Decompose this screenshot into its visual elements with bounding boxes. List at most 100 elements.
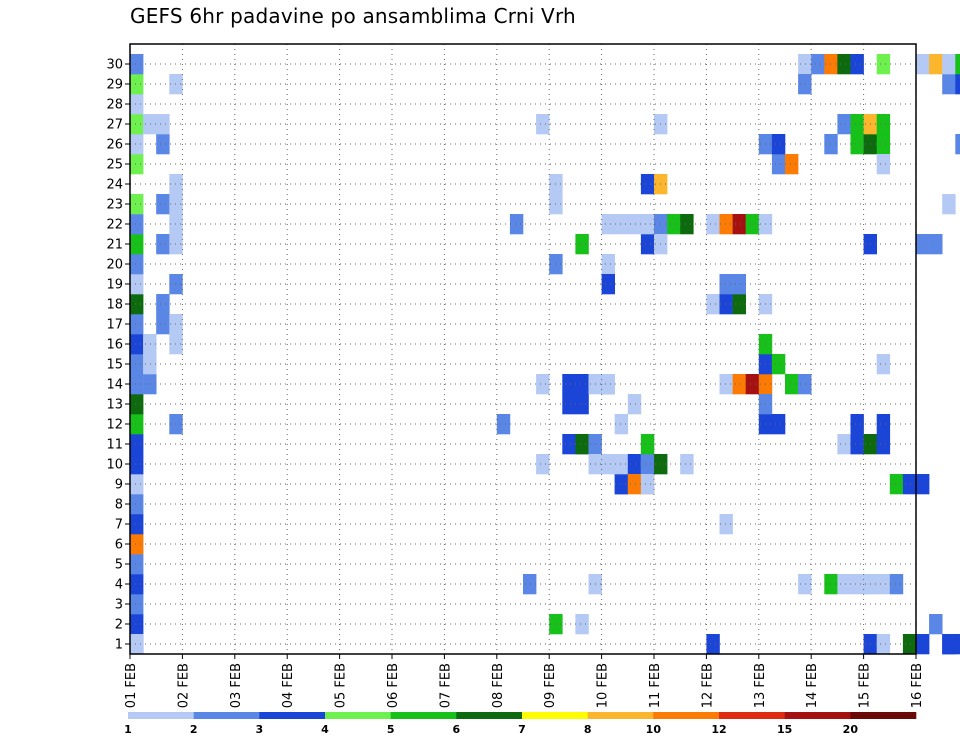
heatmap-cell <box>130 114 144 135</box>
heatmap-cell <box>130 274 144 295</box>
heatmap-cell <box>130 74 144 95</box>
heatmap-cell <box>130 534 144 555</box>
heatmap-cell <box>876 414 891 435</box>
x-tick-label: 08 FEB <box>491 663 506 708</box>
heatmap-cell <box>156 194 170 215</box>
heatmap-cell <box>130 314 144 335</box>
heatmap-cell <box>130 214 144 235</box>
heatmap-cell <box>143 114 157 135</box>
legend-color-swatch <box>719 712 785 719</box>
heatmap-cell <box>143 354 157 375</box>
heatmap-cell <box>955 74 960 95</box>
heatmap-cell <box>130 574 144 595</box>
y-tick-label: 14 <box>106 378 123 393</box>
heatmap-cell <box>627 394 642 415</box>
legend-label: 7 <box>518 723 526 736</box>
heatmap-cell <box>850 54 864 75</box>
legend-label: 4 <box>321 723 329 736</box>
x-tick-label: 13 FEB <box>753 663 768 708</box>
chart-title: GEFS 6hr padavine po ansamblima Crni Vrh <box>130 4 576 28</box>
y-tick-label: 5 <box>115 558 123 573</box>
heatmap-cell <box>732 374 746 395</box>
heatmap-cell <box>130 294 144 315</box>
legend-color-swatch <box>784 712 851 719</box>
legend-label: 2 <box>190 723 198 736</box>
heatmap-cell <box>667 214 681 235</box>
y-tick-label: 8 <box>115 498 123 513</box>
heatmap-cell <box>732 294 746 315</box>
heatmap-cell <box>955 634 960 655</box>
legend-color-swatch <box>522 712 588 719</box>
legend-color-swatch <box>390 712 457 719</box>
heatmap-cell <box>130 494 144 515</box>
heatmap-cell <box>130 414 144 435</box>
heatmap-cell <box>562 374 576 395</box>
legend-color-swatch <box>128 712 194 719</box>
heatmap-cell <box>876 574 891 595</box>
heatmap-cell <box>143 334 157 355</box>
heatmap-cell <box>902 634 917 655</box>
legend-label: 8 <box>584 723 592 736</box>
y-tick-label: 12 <box>106 418 123 433</box>
heatmap-cell <box>876 134 891 155</box>
y-tick-label: 15 <box>106 358 123 373</box>
legend-color-swatch <box>193 712 260 719</box>
x-tick-label: 10 FEB <box>596 663 611 708</box>
y-tick-label: 1 <box>115 638 123 653</box>
y-tick-label: 11 <box>106 438 123 453</box>
heatmap-cell <box>955 134 960 155</box>
heatmap-cell <box>601 374 615 395</box>
heatmap-cell <box>130 514 144 535</box>
heatmap-cell <box>601 254 615 275</box>
heatmap-cell <box>640 234 655 255</box>
heatmap-cell <box>798 54 812 75</box>
x-tick-label: 05 FEB <box>334 663 349 708</box>
heatmap-cell <box>130 234 144 255</box>
y-tick-label: 24 <box>106 178 123 193</box>
heatmap-cell <box>627 474 642 495</box>
heatmap-cell <box>785 374 799 395</box>
heatmap-cell <box>706 214 720 235</box>
legend-color-swatch <box>325 712 391 719</box>
heatmap-cell <box>916 634 930 655</box>
heatmap-cell <box>156 134 170 155</box>
heatmap-cell <box>719 514 733 535</box>
heatmap-cell <box>942 74 956 95</box>
heatmap-cell <box>837 114 851 135</box>
heatmap-cell <box>156 314 170 335</box>
heatmap-cell <box>916 54 930 75</box>
plot-frame <box>129 43 917 655</box>
heatmap-cell <box>706 294 720 315</box>
heatmap-cell <box>732 214 746 235</box>
legend-label: 3 <box>256 723 264 736</box>
heatmap-cell <box>798 574 812 595</box>
heatmap-cell <box>771 154 786 175</box>
y-tick-label: 7 <box>115 518 123 533</box>
heatmap-cell <box>640 474 655 495</box>
legend-label: 10 <box>646 723 662 736</box>
legend-label: 20 <box>843 723 859 736</box>
heatmap-cell <box>130 394 144 415</box>
heatmap-cell <box>496 414 511 435</box>
heatmap-cell <box>130 374 144 395</box>
heatmap-cell <box>156 294 170 315</box>
x-tick-label: 09 FEB <box>543 663 558 708</box>
heatmap-cell <box>640 174 655 195</box>
y-tick-label: 9 <box>115 478 123 493</box>
x-tick-label: 06 FEB <box>386 663 401 708</box>
heatmap-cell <box>719 294 733 315</box>
y-tick-label: 10 <box>106 458 123 473</box>
heatmap-cell <box>719 214 733 235</box>
legend-label: 12 <box>711 723 726 736</box>
heatmap-cell <box>130 434 144 455</box>
legend-label: 1 <box>124 723 132 736</box>
y-tick-label: 27 <box>106 118 123 133</box>
heatmap-cell <box>719 274 733 295</box>
y-tick-label: 18 <box>106 298 123 313</box>
heatmap-cell <box>785 154 799 175</box>
heatmap-cell <box>130 634 144 655</box>
heatmap-cell <box>837 574 851 595</box>
y-tick-label: 4 <box>115 578 123 593</box>
heatmap-cell <box>798 74 812 95</box>
